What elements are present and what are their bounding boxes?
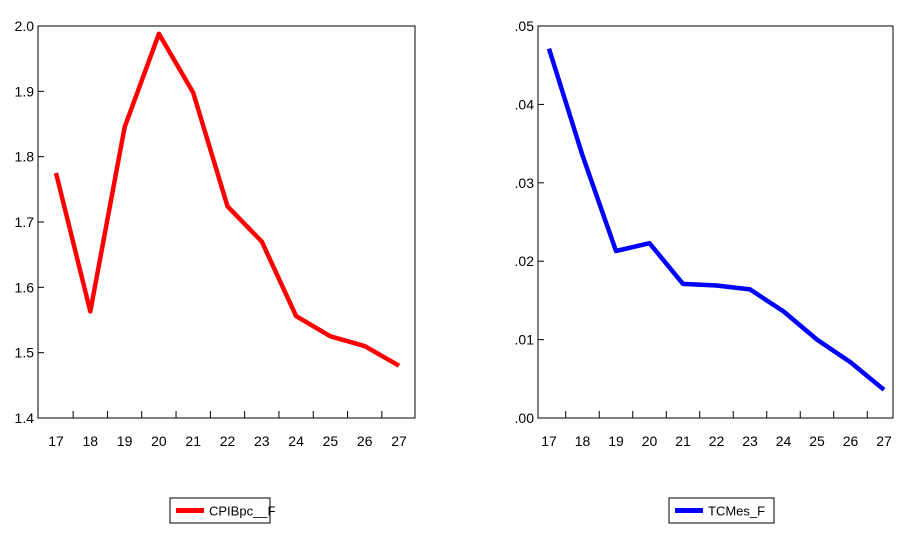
cpibpc-x-tick-label: 21: [185, 433, 201, 449]
tcmes-y-tick-label: .05: [515, 18, 535, 34]
tcmes-x-tick-label: 27: [876, 433, 892, 449]
tcmes-x-tick-label: 20: [642, 433, 658, 449]
cpibpc-x-tick-label: 17: [48, 433, 64, 449]
tcmes-series-line: [546, 48, 886, 392]
tcmes-x-tick-label: 26: [843, 433, 859, 449]
tcmes-x-tick-label: 18: [575, 433, 591, 449]
tcmes-y-tick-label: .01: [515, 332, 535, 348]
tcmes-legend-label: TCMes_F: [708, 504, 765, 519]
cpibpc-plot-frame: [37, 25, 416, 419]
tcmes-x-tick-label: 22: [709, 433, 725, 449]
cpibpc-y-tick-label: 1.5: [15, 345, 35, 361]
cpibpc-y-tick-label: 1.4: [15, 410, 35, 426]
cpibpc-x-tick-label: 20: [151, 433, 167, 449]
cpibpc-chart: 1.4 1.5 1.6 1.7 1.8 1.9 2.0 17 18 19 20 21 22 23 24 25 2…: [15, 18, 416, 524]
cpibpc-y-tick-label: 1.7: [15, 214, 35, 230]
cpibpc-legend-label: CPIBpc__F: [209, 504, 276, 519]
tcmes-plot-frame: [537, 25, 894, 419]
cpibpc-y-tick-label: 1.9: [15, 83, 35, 99]
cpibpc-x-tick-label: 27: [391, 433, 407, 449]
cpibpc-y-tick-label: 2.0: [15, 18, 35, 34]
tcmes-y-tick-label: .04: [515, 96, 535, 112]
tcmes-x-tick-label: 21: [675, 433, 691, 449]
cpibpc-y-tick-label: 1.6: [15, 279, 35, 295]
tcmes-x-tick-label: 17: [541, 433, 557, 449]
cpibpc-x-tick-label: 18: [83, 433, 99, 449]
tcmes-y-tick-label: .00: [515, 410, 535, 426]
cpibpc-x-tick-label: 22: [220, 433, 236, 449]
tcmes-y-tick-label: .03: [515, 175, 535, 191]
tcmes-x-tick-label: 19: [608, 433, 624, 449]
cpibpc-x-tick-label: 26: [357, 433, 373, 449]
cpibpc-series-line: [53, 31, 401, 368]
tcmes-x-tick-label: 24: [776, 433, 792, 449]
cpibpc-x-tick-label: 23: [254, 433, 270, 449]
cpibpc-x-tick-label: 25: [323, 433, 339, 449]
cpibpc-x-tick-label: 19: [117, 433, 133, 449]
cpibpc-y-tick-label: 1.8: [15, 149, 35, 165]
tcmes-chart: .00 .01 .02 .03 .04 .05 17 18 19 20 21 22 23 24 25 26 27…: [515, 18, 894, 524]
tcmes-y-tick-label: .02: [515, 253, 535, 269]
tcmes-x-tick-label: 23: [742, 433, 758, 449]
tcmes-x-tick-label: 25: [809, 433, 825, 449]
cpibpc-x-tick-label: 24: [288, 433, 304, 449]
